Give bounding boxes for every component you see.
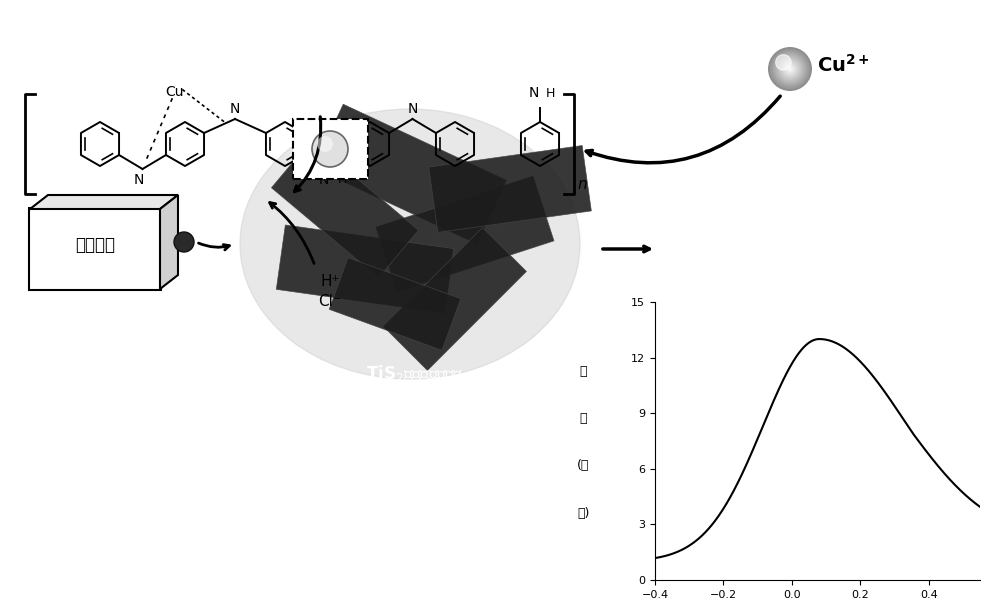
Text: Cl⁻: Cl⁻: [319, 295, 341, 309]
Text: N: N: [230, 102, 240, 116]
Text: Cu: Cu: [166, 85, 184, 99]
Text: 安): 安): [577, 507, 590, 519]
Text: N: N: [133, 173, 144, 187]
Circle shape: [785, 64, 795, 74]
Circle shape: [780, 59, 800, 79]
Text: 玻碳电极: 玻碳电极: [75, 236, 115, 254]
Circle shape: [787, 66, 793, 72]
Text: N: N: [318, 173, 329, 187]
Circle shape: [771, 50, 809, 88]
Circle shape: [174, 232, 194, 252]
FancyBboxPatch shape: [29, 208, 161, 290]
Circle shape: [317, 136, 333, 152]
Circle shape: [769, 48, 811, 90]
Circle shape: [783, 62, 797, 76]
Circle shape: [774, 53, 806, 85]
Circle shape: [312, 131, 348, 167]
Text: 电: 电: [580, 365, 587, 378]
Polygon shape: [329, 258, 461, 350]
Polygon shape: [271, 140, 419, 278]
Circle shape: [772, 51, 808, 87]
Polygon shape: [384, 228, 526, 370]
Polygon shape: [160, 195, 178, 289]
Text: TiS$_2$纳米片一聚苯胺: TiS$_2$纳米片一聚苯胺: [366, 364, 464, 385]
Text: H: H: [338, 173, 347, 186]
Circle shape: [773, 52, 807, 86]
Circle shape: [777, 56, 803, 82]
Circle shape: [779, 58, 801, 80]
Circle shape: [776, 55, 791, 70]
Circle shape: [782, 61, 798, 77]
Text: n: n: [577, 177, 587, 192]
Circle shape: [768, 47, 812, 91]
Circle shape: [784, 63, 796, 75]
Text: $\mathbf{Cu^{2+}}$: $\mathbf{Cu^{2+}}$: [817, 54, 870, 76]
Circle shape: [775, 54, 805, 84]
Text: (微: (微: [577, 460, 590, 472]
Circle shape: [770, 49, 810, 89]
FancyBboxPatch shape: [292, 119, 368, 179]
Circle shape: [788, 67, 792, 71]
Circle shape: [789, 68, 791, 70]
Circle shape: [778, 57, 802, 81]
Polygon shape: [30, 195, 178, 209]
Polygon shape: [314, 104, 506, 244]
Circle shape: [786, 65, 794, 73]
Polygon shape: [276, 225, 454, 313]
Text: 流: 流: [580, 412, 587, 425]
Polygon shape: [429, 146, 591, 233]
Text: H⁺: H⁺: [320, 274, 340, 289]
Text: H: H: [546, 87, 555, 100]
Circle shape: [781, 60, 799, 78]
Text: N: N: [529, 86, 539, 100]
Text: N: N: [407, 102, 418, 116]
Ellipse shape: [240, 109, 580, 379]
Circle shape: [776, 55, 804, 83]
Polygon shape: [376, 176, 554, 292]
